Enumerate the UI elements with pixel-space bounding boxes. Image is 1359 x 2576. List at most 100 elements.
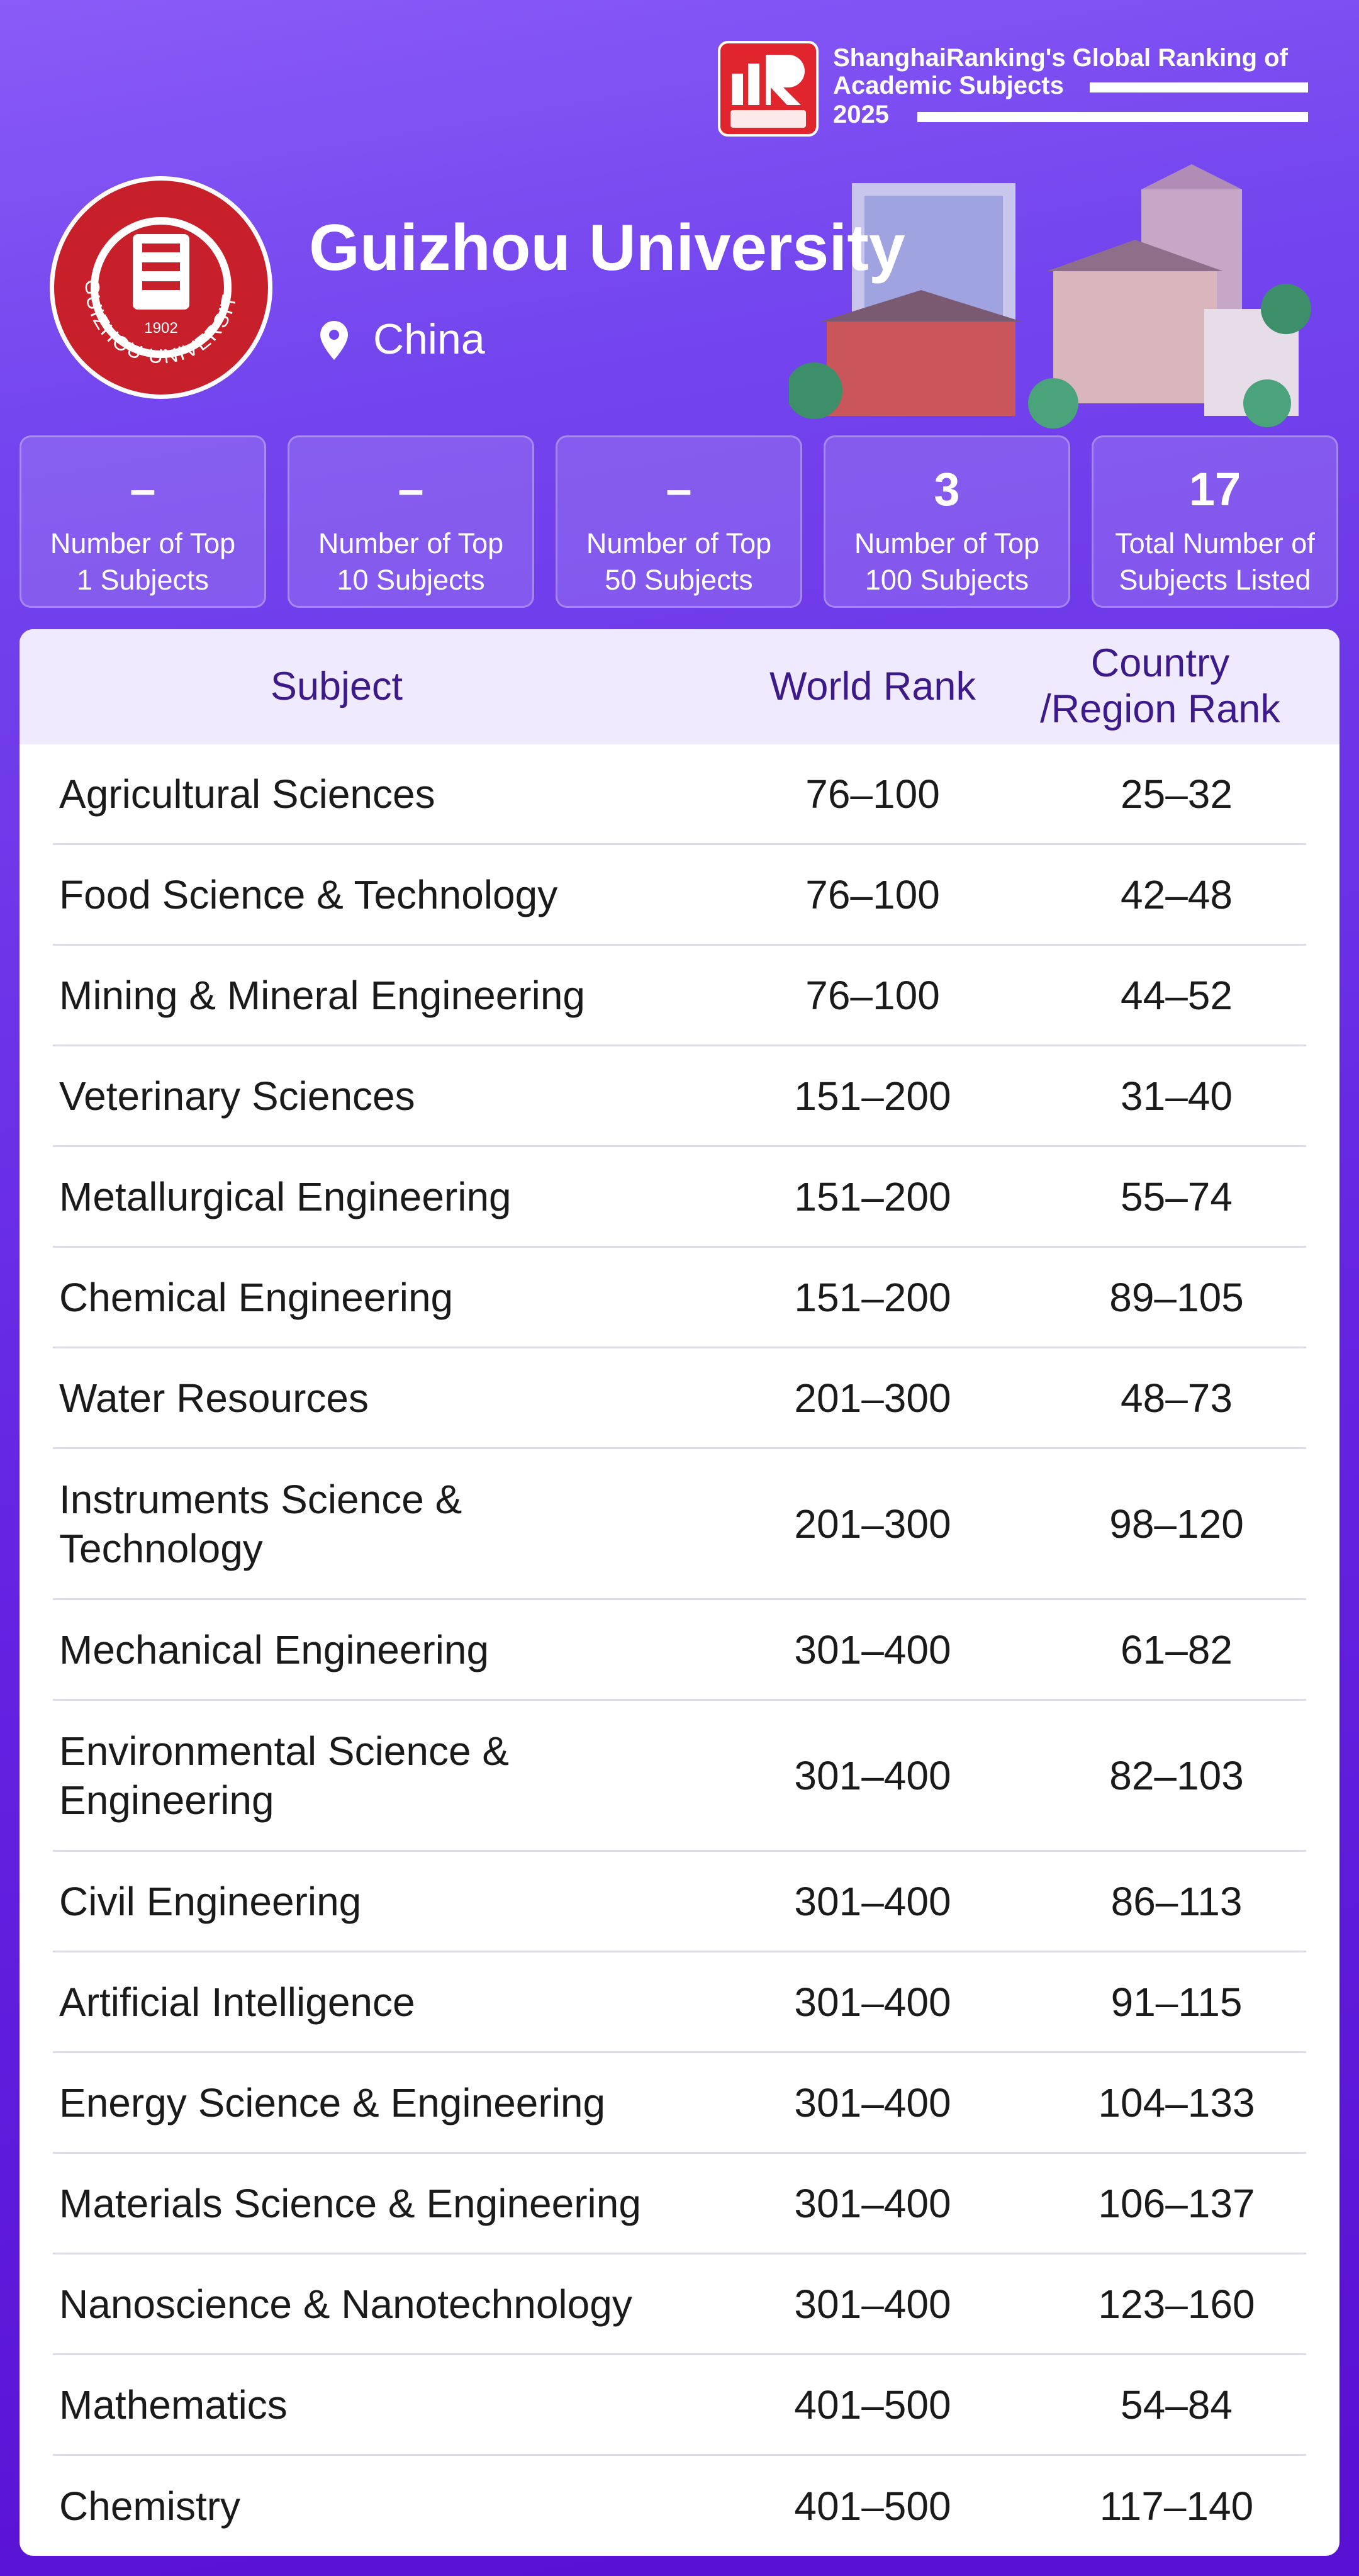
world-rank: 76–100 — [805, 871, 940, 917]
world-rank: 301–400 — [794, 1752, 951, 1798]
seal-year: 1902 — [144, 320, 177, 337]
world-rank: 76–100 — [805, 771, 940, 817]
subject-table: Subject World Rank Country /Region Rank Ag… — [20, 629, 1339, 2556]
stat-label: Number of Top 1 Subjects — [50, 527, 236, 596]
world-rank: 201–300 — [794, 1501, 951, 1547]
table-row: Mining & Mineral Engineering 76–100 44–52 — [53, 946, 1306, 1046]
table-row: Food Science & Technology 76–100 42–48 — [53, 845, 1306, 946]
subject-name: Materials Science & Engineering — [59, 2180, 641, 2226]
subject-name: Civil Engineering — [59, 1878, 362, 1924]
country-rank: 86–113 — [1110, 1878, 1243, 1924]
country-rank: 123–160 — [1098, 2281, 1255, 2327]
subject-name: Veterinary Sciences — [59, 1073, 415, 1119]
column-header: World Rank — [769, 664, 976, 708]
country-rank: 104–133 — [1098, 2080, 1255, 2125]
world-rank: 301–400 — [794, 1627, 951, 1672]
subject-name: Artificial Intelligence — [59, 1979, 415, 2025]
column-header: Country /Region Rank — [1040, 641, 1280, 731]
table-row: Environmental Science & Engineering 301–4… — [53, 1701, 1306, 1852]
brand-subtitle: Academic Subjects — [833, 72, 1064, 99]
world-rank: 151–200 — [794, 1073, 951, 1119]
university-country: China — [373, 315, 485, 363]
stat-value: 3 — [934, 463, 960, 515]
stat-value: 17 — [1188, 463, 1241, 515]
stat-label: Number of Top 10 Subjects — [318, 527, 504, 596]
brand-title: ShanghaiRanking's Global Ranking of — [833, 44, 1288, 72]
table-row: Veterinary Sciences 151–200 31–40 — [53, 1046, 1306, 1147]
country-rank: 98–120 — [1109, 1501, 1244, 1547]
university-seal: 1902 GUIZHOU UNIVERSITY — [48, 174, 272, 399]
brand-year: 2025 — [833, 101, 889, 128]
university-name: Guizhou University — [309, 211, 905, 284]
country-rank: 117–140 — [1099, 2484, 1254, 2529]
location-icon — [320, 321, 348, 360]
subject-name: Energy Science & Engineering — [59, 2080, 606, 2125]
table-header: Subject World Rank Country /Region Rank — [20, 629, 1339, 744]
table-row: Mechanical Engineering 301–400 61–82 — [53, 1600, 1306, 1701]
stat-label: Number of Top 50 Subjects — [586, 527, 772, 596]
stat-card: – Number of Top 50 Subjects — [556, 435, 802, 608]
country-rank: 54–84 — [1121, 2382, 1233, 2428]
stat-card: – Number of Top 1 Subjects — [20, 435, 266, 608]
country-rank: 55–74 — [1121, 1173, 1233, 1219]
subject-name: Instruments Science & Technology — [59, 1476, 462, 1571]
subject-name: Nanoscience & Nanotechnology — [59, 2281, 632, 2327]
world-rank: 76–100 — [805, 972, 940, 1018]
subject-name: Environmental Science & Engineering — [59, 1728, 510, 1823]
subject-name: Metallurgical Engineering — [59, 1173, 512, 1219]
table-row: Metallurgical Engineering 151–200 55–74 — [53, 1147, 1306, 1248]
stat-value: – — [398, 463, 424, 515]
country-rank: 91–115 — [1110, 1979, 1243, 2025]
subject-name: Mining & Mineral Engineering — [59, 972, 585, 1018]
brand-bar — [1090, 82, 1308, 92]
subject-name: Agricultural Sciences — [59, 771, 435, 817]
country-rank: 89–105 — [1109, 1274, 1244, 1320]
country-rank: 48–73 — [1121, 1375, 1233, 1421]
country-rank: 44–52 — [1121, 972, 1233, 1018]
subject-name: Chemistry — [59, 2484, 241, 2529]
country-rank: 106–137 — [1098, 2180, 1255, 2226]
world-rank: 401–500 — [794, 2382, 951, 2428]
stat-card: 17 Total Number of Subjects Listed — [1092, 435, 1338, 608]
country-rank: 31–40 — [1121, 1073, 1233, 1119]
country-rank: 82–103 — [1109, 1752, 1244, 1798]
table-row: Agricultural Sciences 76–100 25–32 — [53, 744, 1306, 845]
world-rank: 301–400 — [794, 2281, 951, 2327]
stat-label: Number of Top 100 Subjects — [854, 527, 1040, 596]
table-row: Chemical Engineering 151–200 89–105 — [53, 1248, 1306, 1348]
column-header: Subject — [270, 664, 403, 708]
world-rank: 301–400 — [794, 2180, 951, 2226]
country-rank: 42–48 — [1121, 871, 1233, 917]
world-rank: 301–400 — [794, 1878, 951, 1924]
stat-label: Total Number of Subjects Listed — [1115, 527, 1315, 596]
country-rank: 61–82 — [1121, 1627, 1233, 1672]
table-row: Mathematics 401–500 54–84 — [53, 2355, 1306, 2456]
table-row: Civil Engineering 301–400 86–113 — [53, 1852, 1306, 1952]
brand-bar — [917, 112, 1308, 122]
world-rank: 301–400 — [794, 2080, 951, 2125]
stat-card: 3 Number of Top 100 Subjects — [824, 435, 1070, 608]
world-rank: 151–200 — [794, 1173, 951, 1219]
stat-value: – — [130, 463, 156, 515]
world-rank: 301–400 — [794, 1979, 951, 2025]
buildings-illustration — [789, 164, 1311, 428]
table-row: Instruments Science & Technology 201–300 9… — [53, 1449, 1306, 1600]
world-rank: 401–500 — [794, 2484, 951, 2529]
world-rank: 151–200 — [794, 1274, 951, 1320]
table-row: Energy Science & Engineering 301–400 104–1… — [53, 2053, 1306, 2154]
table-row: Materials Science & Engineering 301–400 10… — [53, 2154, 1306, 2254]
table-row: Chemistry 401–500 117–140 — [53, 2456, 1306, 2556]
stat-value: – — [666, 463, 692, 515]
subject-name: Water Resources — [59, 1375, 369, 1421]
subject-name: Mechanical Engineering — [59, 1627, 489, 1672]
stat-card: – Number of Top 10 Subjects — [288, 435, 534, 608]
table-row: Water Resources 201–300 48–73 — [53, 1348, 1306, 1449]
table-row: Nanoscience & Nanotechnology 301–400 123–1… — [53, 2254, 1306, 2355]
brand-logo — [718, 41, 819, 137]
subject-name: Chemical Engineering — [59, 1274, 454, 1320]
world-rank: 201–300 — [794, 1375, 951, 1421]
subject-name: Food Science & Technology — [59, 871, 558, 917]
country-rank: 25–32 — [1121, 771, 1233, 817]
subject-name: Mathematics — [59, 2382, 288, 2428]
